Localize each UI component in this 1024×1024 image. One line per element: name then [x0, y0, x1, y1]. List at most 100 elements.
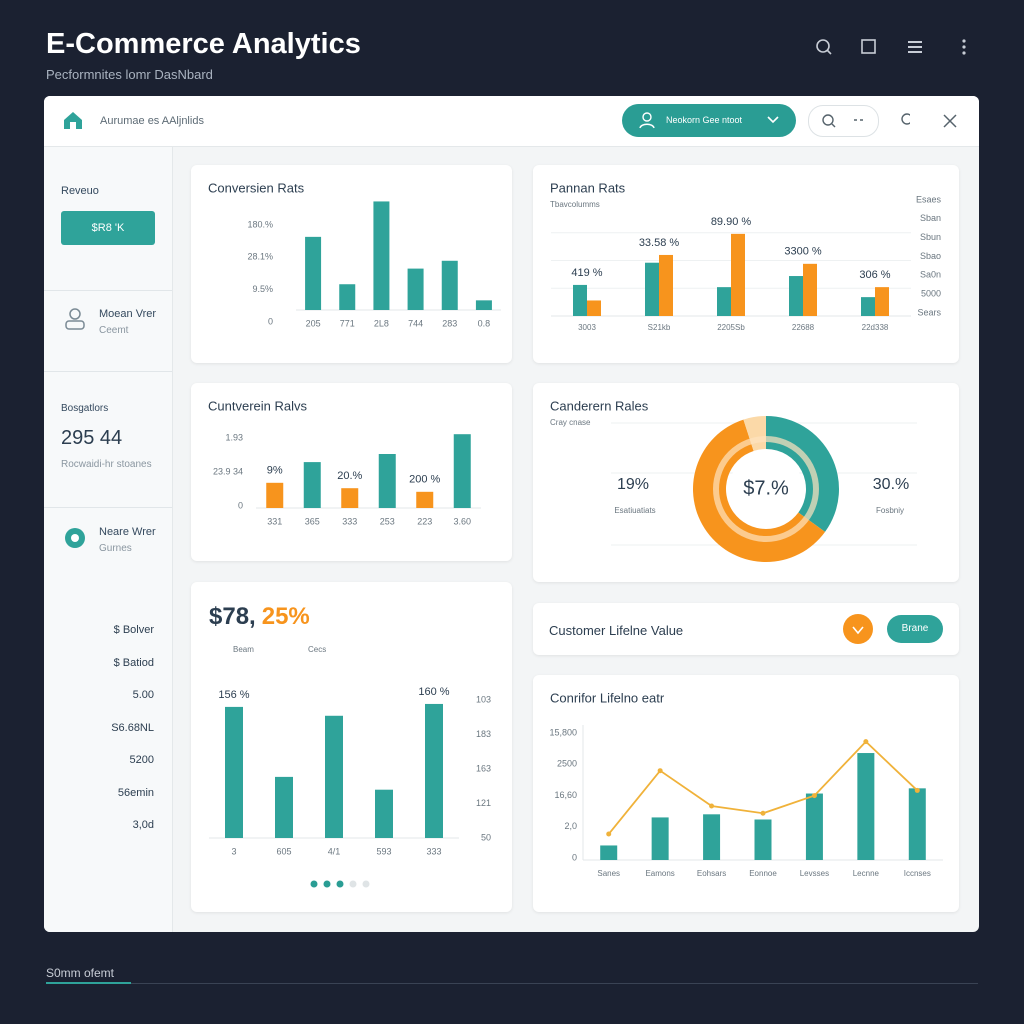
x-tick-label: 333: [426, 846, 441, 856]
menu-icon[interactable]: [908, 41, 922, 53]
page-dot[interactable]: [362, 880, 370, 888]
page-title: E-Commerce Analytics: [46, 28, 361, 60]
page-dot[interactable]: [336, 880, 344, 888]
chart: 103 183 163 121 50 3 605 4/1 593 333 156 % 160 % $78…: [209, 603, 491, 888]
x-tick-label: S21kb: [648, 323, 671, 332]
breadcrumb: Aurumae es AAljnlids: [100, 115, 204, 127]
footer-tab[interactable]: [46, 982, 131, 984]
panel: Conrifor Lifelno eatr 15,800 2500 16,60 2,0 0…: [533, 675, 959, 912]
bar: [425, 703, 443, 838]
x-tick-label: 605: [276, 846, 291, 856]
more-dot: [962, 45, 966, 49]
x-tick-label: 2205Sb: [717, 323, 745, 332]
right-value: 30.%: [873, 476, 909, 493]
sidebar-list-item: $ Bolver: [113, 624, 154, 636]
sidebar-list-item: $ Batiod: [113, 656, 154, 669]
bar: [475, 300, 492, 310]
y-tick-label: 180.%: [247, 219, 273, 229]
revenue-button[interactable]: $R8 'K: [61, 211, 155, 245]
chart-title: Cuntverein Ralvs: [208, 398, 307, 413]
donut-center-label: $7.%: [743, 477, 789, 499]
calendar-icon[interactable]: [861, 39, 876, 54]
x-tick-label: 3003: [578, 323, 596, 332]
dropdown-label: Neokorn Gee ntoot: [666, 115, 743, 125]
bar: [407, 268, 424, 310]
lifetime-row: Customer Lifelne Value Brane: [533, 603, 959, 655]
bar: [416, 491, 434, 508]
user-role: Gurnes: [99, 543, 132, 554]
x-tick-label: 331: [267, 516, 282, 526]
bar: [805, 793, 823, 860]
y-tick-label: 0: [238, 500, 243, 510]
bar: [441, 260, 458, 310]
bar: [341, 488, 359, 508]
bar: [266, 482, 284, 508]
chart-subtitle: Cray cnase: [550, 418, 591, 427]
y2-tick-label: 163: [476, 763, 491, 773]
search-icon[interactable]: [901, 113, 910, 125]
panel: Conversien Rats 180.% 28.1% 9.5% 0 205 771 2L8 7…: [191, 165, 512, 363]
bar: [275, 776, 293, 838]
panel: Pannan Rats Tbavcolumms Esaes Sban Sbun Sbao S…: [533, 165, 959, 363]
dropdown[interactable]: Neokorn Gee ntoot: [622, 104, 796, 137]
page-dot[interactable]: [310, 880, 318, 888]
annotation: 419 %: [571, 267, 602, 279]
search-box[interactable]: [808, 105, 879, 137]
user-icon: [65, 528, 85, 548]
more-dot[interactable]: [962, 39, 966, 43]
user-role: Ceemt: [99, 325, 129, 336]
y2-tick-label: Sbao: [920, 251, 941, 261]
panel: Canderern Rales Cray cnase $7.% 19% Esatiuat…: [533, 383, 959, 582]
search-icon-handle: [826, 49, 832, 55]
bar: [225, 706, 243, 838]
x-tick-label: Sanes: [597, 869, 620, 878]
x-tick-label: 333: [342, 516, 357, 526]
y2-tick-label: Sban: [920, 213, 941, 223]
x-tick-label: Levsses: [800, 869, 829, 878]
x-tick-label: 2L8: [374, 318, 389, 328]
sidebar-list-item: 5.00: [132, 689, 154, 701]
x-tick-label: Eonnoe: [749, 869, 777, 878]
page-dot[interactable]: [349, 880, 357, 888]
bar: [659, 254, 673, 316]
close-icon[interactable]: [942, 113, 958, 129]
bar: [731, 233, 745, 316]
home-icon[interactable]: [62, 110, 84, 130]
headline-accent: 25%: [262, 603, 310, 630]
y2-tick-label: Sears: [917, 307, 941, 317]
bar: [339, 284, 356, 310]
bar: [587, 300, 601, 316]
heart-icon[interactable]: [843, 614, 873, 644]
y-tick-label: 0: [572, 852, 577, 862]
bar: [378, 454, 396, 508]
annotation: 306 %: [859, 269, 890, 281]
left-value: 19%: [617, 476, 649, 493]
x-tick-label: 22d338: [862, 323, 889, 332]
bar: [803, 263, 817, 316]
search-icon[interactable]: [816, 39, 830, 53]
annotation: 160 %: [418, 686, 449, 698]
bar: [373, 201, 390, 310]
bar: [303, 462, 321, 508]
header-icons[interactable]: [810, 34, 980, 62]
bar: [573, 284, 587, 316]
line-point: [709, 803, 715, 809]
y-tick-label: 9.5%: [252, 284, 273, 294]
annotation: 156 %: [218, 689, 249, 701]
caption: Beam: [233, 645, 254, 654]
page-dot[interactable]: [323, 880, 331, 888]
y-tick-label: 2500: [557, 759, 577, 769]
sidebar-list-item: S6.68NL: [111, 721, 154, 734]
annotation: 89.90 %: [711, 216, 752, 228]
chevron: [767, 116, 779, 124]
y2-tick-label: 121: [476, 798, 491, 808]
bar: [861, 297, 875, 316]
headline: $78, 25%: [209, 603, 310, 630]
footer-rule: [46, 983, 978, 984]
headline-value: $78,: [209, 603, 256, 630]
y-tick-label: 0: [268, 316, 273, 326]
bar: [375, 789, 393, 838]
chart-title: Conversien Rats: [208, 180, 305, 195]
lifetime-button[interactable]: Brane: [887, 615, 943, 643]
